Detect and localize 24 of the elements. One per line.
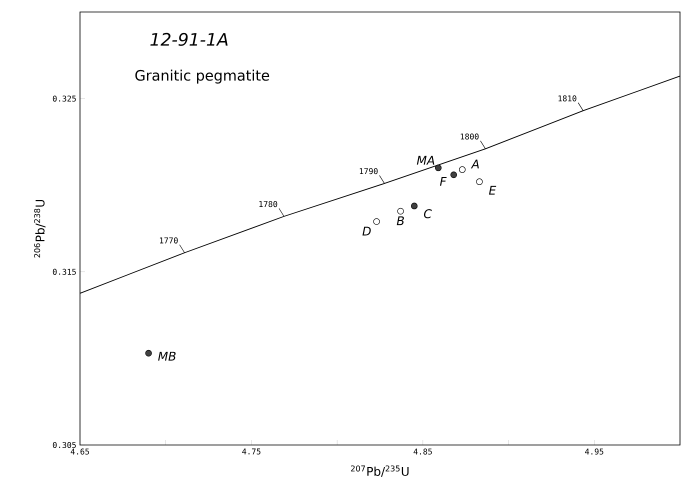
x-tick-label: 4.95 (585, 448, 604, 455)
annotation: 1800 (460, 133, 479, 140)
x-tick-label: 4.75 (242, 448, 260, 454)
annotation: MB (158, 352, 176, 361)
y-axis-title: $^{206}$Pb/$^{238}$U (34, 200, 46, 258)
text: 12-91-1A (150, 32, 228, 46)
y-tick-label: 0.305 (52, 442, 76, 448)
text: Granitic pegmatite (135, 70, 270, 84)
x-tick-label: 4.85 (414, 448, 432, 455)
annotation: A (470, 160, 479, 168)
annotation: 1780 (259, 201, 278, 208)
x-tick-label: 4.65 (70, 448, 89, 455)
annotation: MA (416, 156, 434, 165)
y-tick-label: 0.325 (52, 96, 76, 102)
annotation: 1770 (160, 237, 178, 244)
annotation: 1810 (558, 95, 576, 102)
annotation: D (362, 226, 371, 236)
y-tick-label: 0.315 (52, 268, 76, 275)
annotation: C (424, 209, 432, 218)
annotation: F (440, 177, 447, 186)
annotation: 1790 (360, 168, 378, 174)
x-axis-title: $^{207}$Pb/$^{235}$U (350, 465, 409, 477)
annotation: B (396, 216, 404, 226)
annotation: E (488, 186, 496, 195)
